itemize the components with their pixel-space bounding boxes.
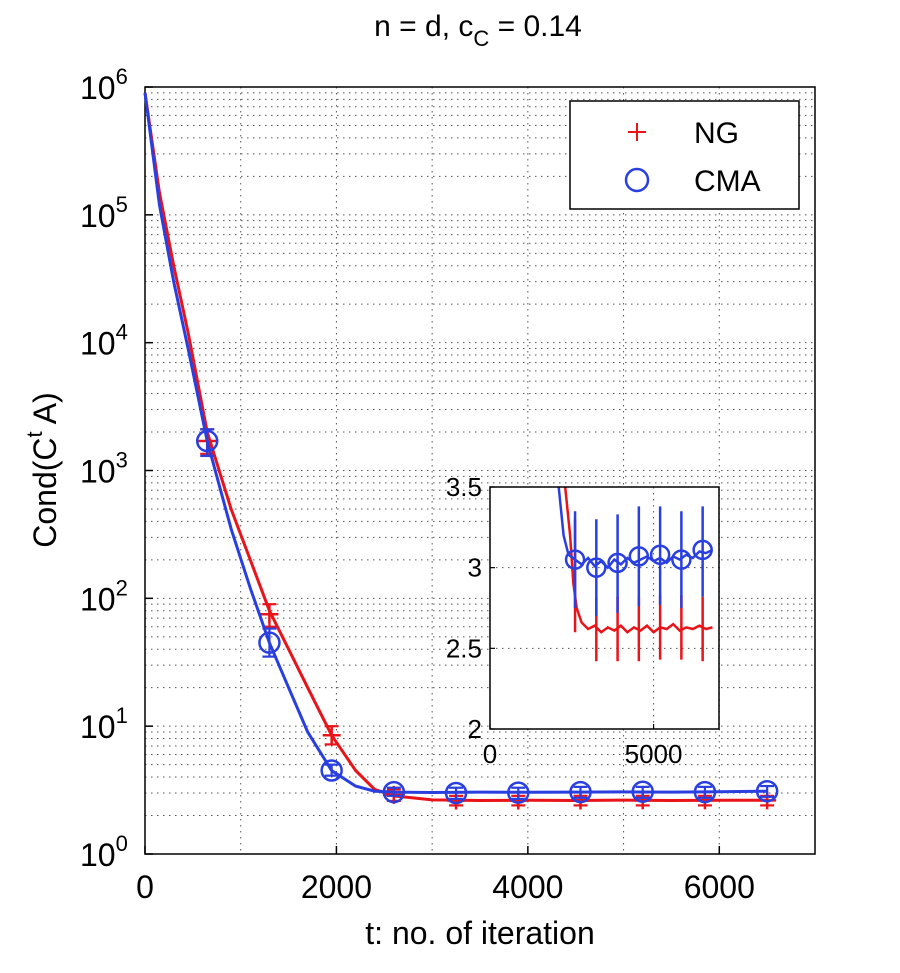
inset-y-tick-label: 2 [468,714,482,744]
inset-y-tick-label: 3 [468,553,482,583]
inset-x-tick-label: 0 [483,739,497,769]
legend: NG CMA [569,100,800,210]
inset-y-tick-label: 2.5 [446,633,482,663]
legend-ng-label: NG [694,117,739,150]
main-ticks: 0 2000 4000 6000 100 101 102 103 104 105 106 [80,64,755,905]
main-errorbar-cma [635,785,650,799]
inset-marker-cma [586,557,607,578]
legend-cma-label: CMA [694,165,761,198]
main-x-tick-label: 6000 [684,869,755,905]
main-y-tick-label: 105 [80,192,128,234]
main-errorbar-cma [386,786,401,797]
chart-title: n = d, cC = 0.14 [374,10,582,51]
main-y-tick-label: 103 [80,448,128,490]
main-errorbar-cma [697,785,712,799]
main-y-tick-label: 104 [80,320,128,362]
inset-background [490,487,719,729]
main-errorbar-cma [449,786,464,800]
main-errorbar-cma [760,784,775,798]
main-marker-cma [382,780,406,804]
main-series [143,92,779,810]
main-errorbar-cma [511,786,526,800]
inset-marker-cma [692,539,713,561]
legend-box [569,100,800,210]
inset-marker-cma [564,549,586,570]
main-marker-cma [320,759,343,782]
main-x-tick-label: 0 [136,869,154,905]
inset-x-tick-label: 5000 [625,739,683,769]
main-y-tick-label: 100 [80,831,128,873]
x-axis-label: t: no. of iteration [365,915,594,951]
inset-chart: 0 5000 2 2.5 3 3.5 [446,472,720,769]
main-marker-cma [444,781,468,805]
legend-cma-marker [624,167,650,193]
inset-frame [489,486,720,730]
inset-marker-cma [628,546,650,567]
main-marker-ng [322,726,341,745]
main-marker-cma [258,631,281,654]
main-marker-cma [195,429,219,453]
main-marker-ng [260,605,279,624]
main-x-tick-label: 4000 [492,869,563,905]
y-axis-label: Cond(Ct A) [22,392,63,548]
main-errorbar-cma [324,763,339,777]
main-x-tick-label: 2000 [301,869,372,905]
main-marker-cma [507,781,530,804]
main-marker-cma [569,780,592,804]
main-marker-cma [693,780,717,804]
legend-ng-marker [628,123,646,141]
inset-marker-cma [649,544,671,566]
inset-series [557,486,714,662]
inset-marker-cma [607,552,628,574]
main-y-tick-label: 102 [80,575,128,617]
main-y-tick-label: 101 [80,703,128,745]
inset-line-ng [563,486,713,634]
main-marker-cma [631,780,654,803]
main-line-cma [143,92,768,795]
main-line-ng [143,92,768,803]
main-y-tick-label: 106 [80,64,128,106]
main-errorbar-cma [573,785,588,799]
inset-marker-cma [671,549,692,570]
main-marker-cma [755,779,779,803]
inset-ticks: 0 5000 2 2.5 3 3.5 [446,472,683,769]
inset-y-tick-label: 3.5 [446,472,482,502]
